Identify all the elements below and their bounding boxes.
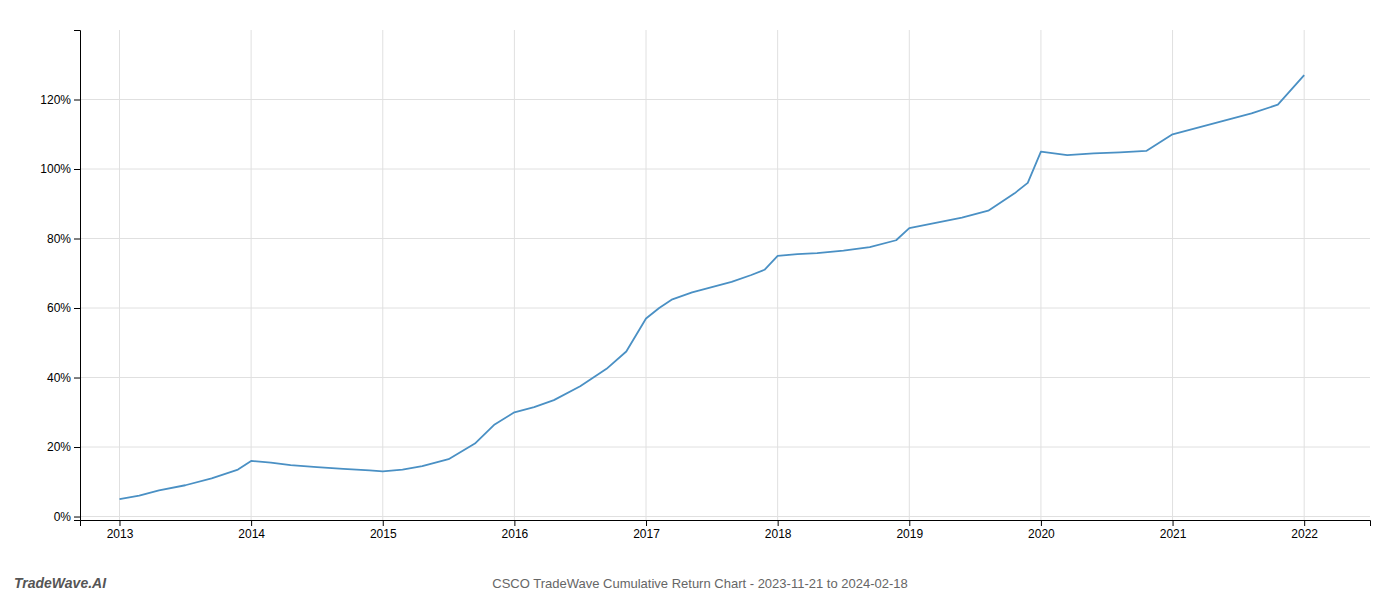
x-tick-mark bbox=[383, 520, 384, 526]
x-tick-mark bbox=[778, 520, 779, 526]
y-tick: 80% bbox=[47, 232, 80, 246]
y-tick-mark bbox=[74, 308, 80, 309]
x-tick-mark bbox=[909, 520, 910, 526]
x-grid-line bbox=[777, 30, 778, 520]
x-axis-line bbox=[81, 521, 1371, 527]
x-tick: 2015 bbox=[370, 520, 397, 541]
y-tick-label: 20% bbox=[47, 440, 71, 454]
x-tick-label: 2020 bbox=[1028, 527, 1055, 541]
y-tick: 120% bbox=[40, 93, 80, 107]
x-tick: 2013 bbox=[107, 520, 134, 541]
y-tick-mark bbox=[74, 517, 80, 518]
x-tick: 2022 bbox=[1291, 520, 1318, 541]
x-grid-line bbox=[1304, 30, 1305, 520]
x-tick: 2018 bbox=[765, 520, 792, 541]
y-tick-label: 80% bbox=[47, 232, 71, 246]
x-tick-label: 2015 bbox=[370, 527, 397, 541]
x-tick: 2016 bbox=[502, 520, 529, 541]
grid bbox=[80, 30, 1370, 520]
y-tick-label: 0% bbox=[54, 510, 72, 524]
x-tick: 2014 bbox=[238, 520, 265, 541]
y-tick-mark bbox=[74, 378, 80, 379]
x-grid-line bbox=[382, 30, 383, 520]
x-grid-line bbox=[119, 30, 120, 520]
x-tick-mark bbox=[119, 520, 120, 526]
y-tick-mark bbox=[74, 447, 80, 448]
y-tick-label: 100% bbox=[40, 162, 71, 176]
watermark: TradeWave.AI bbox=[14, 575, 107, 591]
x-tick-label: 2013 bbox=[107, 527, 134, 541]
x-tick: 2021 bbox=[1160, 520, 1187, 541]
x-grid-line bbox=[1040, 30, 1041, 520]
y-tick: 100% bbox=[40, 162, 80, 176]
x-tick: 2020 bbox=[1028, 520, 1055, 541]
x-tick-mark bbox=[1041, 520, 1042, 526]
x-grid-line bbox=[514, 30, 515, 520]
y-tick-mark bbox=[74, 239, 80, 240]
x-tick-label: 2022 bbox=[1291, 527, 1318, 541]
x-tick-label: 2014 bbox=[238, 527, 265, 541]
y-grid-line bbox=[80, 308, 1370, 309]
x-tick-label: 2017 bbox=[633, 527, 660, 541]
x-grid-line bbox=[646, 30, 647, 520]
y-tick: 0% bbox=[54, 510, 80, 524]
x-grid-line bbox=[1172, 30, 1173, 520]
x-grid-line bbox=[251, 30, 252, 520]
y-tick-mark bbox=[74, 100, 80, 101]
y-tick-mark bbox=[74, 169, 80, 170]
x-axis: 2013 2014 2015 2016 2017 2018 2019 2020 2021 2022 bbox=[81, 520, 1371, 541]
y-grid-line bbox=[80, 238, 1370, 239]
y-grid-line bbox=[80, 99, 1370, 100]
y-axis-line bbox=[74, 31, 81, 521]
x-tick: 2017 bbox=[633, 520, 660, 541]
y-tick: 20% bbox=[47, 440, 80, 454]
marks bbox=[119, 75, 1304, 499]
y-grid-line bbox=[80, 169, 1370, 170]
line bbox=[119, 75, 1304, 499]
y-tick-label: 40% bbox=[47, 371, 71, 385]
y-tick-label: 60% bbox=[47, 301, 71, 315]
title: CSCO TradeWave Cumulative Return Chart -… bbox=[492, 576, 907, 591]
plot-area: 2013 2014 2015 2016 2017 2018 2019 2020 2021 2022… bbox=[40, 30, 1370, 541]
x-grid-line bbox=[909, 30, 910, 520]
y-grid-line bbox=[80, 377, 1370, 378]
x-tick: 2019 bbox=[896, 520, 923, 541]
y-grid-line bbox=[80, 516, 1370, 517]
x-tick-mark bbox=[514, 520, 515, 526]
y-grid-line bbox=[80, 447, 1370, 448]
x-tick-label: 2016 bbox=[502, 527, 529, 541]
x-tick-mark bbox=[251, 520, 252, 526]
y-tick-label: 120% bbox=[40, 93, 71, 107]
y-tick: 60% bbox=[47, 301, 80, 315]
y-tick: 40% bbox=[47, 371, 80, 385]
x-tick-label: 2019 bbox=[896, 527, 923, 541]
x-tick-mark bbox=[1304, 520, 1305, 526]
x-tick-label: 2021 bbox=[1160, 527, 1187, 541]
chart: 2013 2014 2015 2016 2017 2018 2019 2020 2021 2022… bbox=[0, 0, 1400, 600]
x-tick-mark bbox=[1173, 520, 1174, 526]
x-tick-label: 2018 bbox=[765, 527, 792, 541]
x-tick-mark bbox=[646, 520, 647, 526]
y-axis: 0% 20% 40% 60% 80% 100% 120% bbox=[40, 31, 80, 524]
